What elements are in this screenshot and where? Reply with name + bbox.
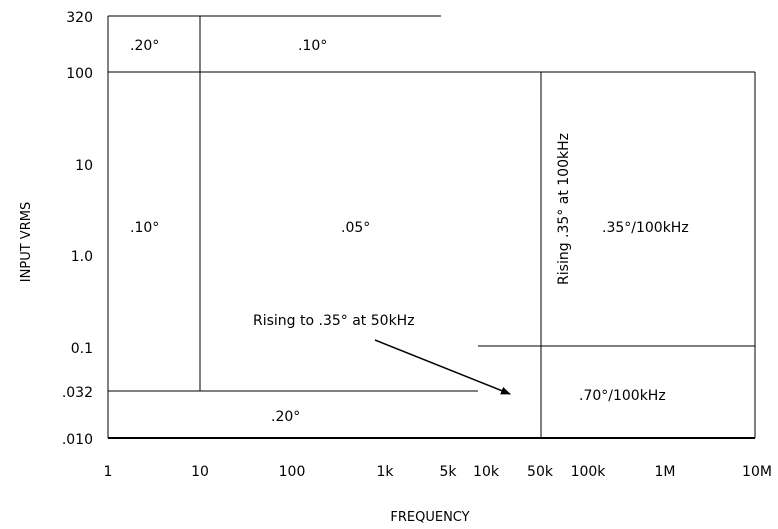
region-label-top-left: .20° <box>130 38 159 54</box>
y-tick-label: 0.1 <box>71 341 93 357</box>
region-label-top-mid: .10° <box>298 38 327 54</box>
region-label-bottom-right: .70°/100kHz <box>579 388 666 404</box>
x-tick-label: 1M <box>655 464 676 480</box>
x-tick-label: 100k <box>571 464 607 480</box>
region-label-left-mid: .10° <box>130 220 159 236</box>
y-tick-label: 1.0 <box>71 249 93 265</box>
region-label-bottom: .20° <box>271 409 300 425</box>
x-axis-title: FREQUENCY <box>390 510 469 525</box>
annotation-arrow-note: Rising to .35° at 50kHz <box>253 313 415 329</box>
x-tick-label: 10M <box>742 464 772 480</box>
y-tick-label: 320 <box>66 10 93 26</box>
region-label-center: .05° <box>341 220 370 236</box>
x-tick-label: 5k <box>439 464 457 480</box>
arrow <box>374 339 511 395</box>
y-tick-label: .032 <box>62 385 93 401</box>
y-tick-label: 10 <box>75 158 93 174</box>
y-tick-label: 100 <box>66 66 93 82</box>
x-tick-label: 1k <box>376 464 394 480</box>
x-tick-label: 10 <box>191 464 209 480</box>
y-axis-title: INPUT VRMS <box>19 202 34 282</box>
region-label-right: .35°/100kHz <box>602 220 689 236</box>
annotation-vertical-note: Rising .35° at 100kHz <box>556 133 572 285</box>
y-tick-label: .010 <box>62 432 93 448</box>
x-tick-label: 50k <box>527 464 554 480</box>
x-tick-label: 100 <box>279 464 306 480</box>
x-tick-label: 10k <box>473 464 500 480</box>
x-tick-label: 1 <box>104 464 113 480</box>
